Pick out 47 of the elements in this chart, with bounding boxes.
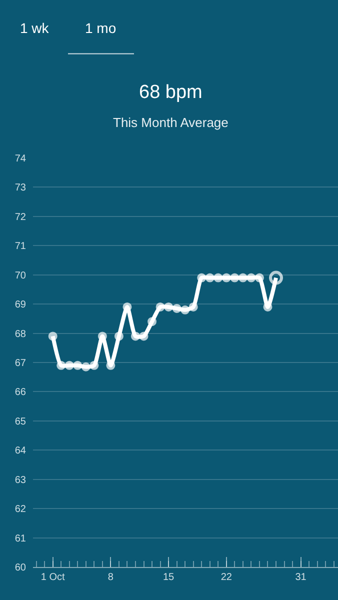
point bbox=[114, 332, 124, 341]
point bbox=[238, 273, 248, 282]
point bbox=[156, 302, 165, 312]
point bbox=[56, 360, 66, 370]
point bbox=[139, 332, 148, 341]
point bbox=[214, 273, 223, 282]
x-tick-label: 31 bbox=[295, 572, 307, 583]
y-tick-label: 67 bbox=[14, 358, 26, 369]
y-tick-label: 72 bbox=[14, 212, 26, 223]
point bbox=[81, 362, 90, 372]
text: 1 wk bbox=[20, 20, 50, 36]
point bbox=[188, 302, 198, 312]
y-tick-label: 74 bbox=[14, 154, 26, 164]
y-tick-label: 63 bbox=[14, 474, 26, 486]
point bbox=[180, 305, 190, 314]
x-tick-label: 8 bbox=[108, 572, 114, 583]
chart-subtitle: This Month Average bbox=[113, 115, 228, 130]
y-tick-label: 62 bbox=[14, 504, 26, 516]
point bbox=[64, 360, 74, 370]
point bbox=[222, 273, 231, 282]
point bbox=[254, 273, 264, 282]
y-tick-label: 70 bbox=[14, 270, 26, 282]
y-tick-label: 69 bbox=[14, 300, 26, 311]
y-tick-label: 66 bbox=[14, 387, 26, 398]
y-tick-label: 64 bbox=[14, 446, 26, 457]
y-tick-label: 65 bbox=[14, 416, 26, 428]
y-tick-label: 68 bbox=[14, 328, 26, 340]
point bbox=[172, 304, 182, 313]
x-tick-label: 22 bbox=[220, 572, 232, 583]
y-tick-label: 73 bbox=[14, 182, 26, 194]
y-tick-label: 61 bbox=[14, 533, 26, 544]
point bbox=[48, 332, 58, 341]
point bbox=[205, 273, 214, 282]
point bbox=[148, 317, 157, 326]
text: 1 mo bbox=[85, 20, 116, 36]
point bbox=[246, 273, 256, 282]
y-tick-label: 60 bbox=[14, 562, 26, 574]
y-tick-label: 71 bbox=[14, 241, 26, 252]
point bbox=[90, 360, 99, 370]
chart-title: 68 bpm bbox=[139, 82, 202, 103]
x-tick-label: 15 bbox=[162, 572, 175, 583]
point bbox=[230, 273, 240, 282]
point bbox=[164, 302, 174, 312]
point bbox=[197, 273, 206, 282]
point bbox=[130, 332, 140, 341]
x-tick-label: 1 Oct bbox=[40, 572, 66, 583]
point bbox=[73, 360, 82, 370]
